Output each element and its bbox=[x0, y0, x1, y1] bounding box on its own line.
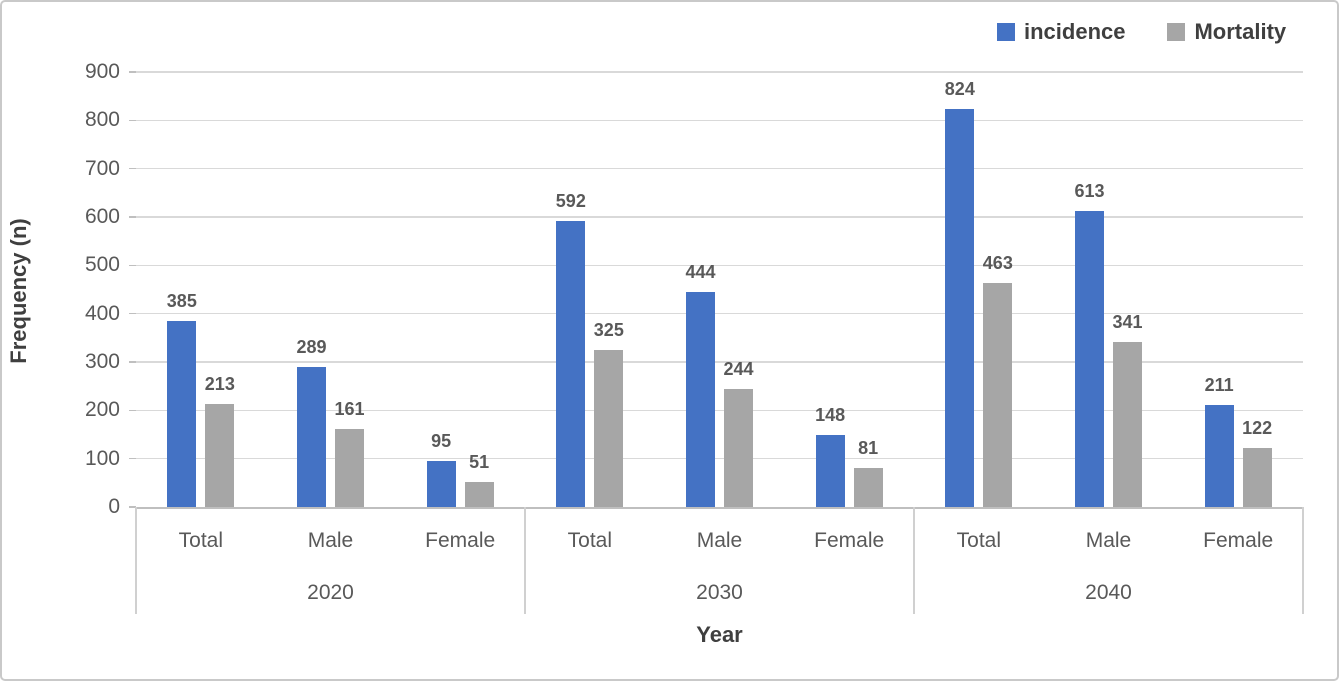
bar-value-label: 51 bbox=[469, 452, 490, 473]
bar-value-label: 289 bbox=[296, 337, 327, 358]
bar-Mortality bbox=[335, 429, 364, 507]
x-axis-category-label: Total bbox=[567, 529, 612, 552]
bar-value-label: 161 bbox=[334, 399, 365, 420]
gridline bbox=[136, 361, 1303, 363]
bar-Mortality bbox=[1242, 448, 1272, 507]
y-axis-tick-label: 700 bbox=[84, 156, 120, 180]
gridline bbox=[136, 167, 1303, 170]
category-axis-separator bbox=[135, 507, 137, 614]
bar-incidence bbox=[945, 108, 975, 507]
legend-item-incidence: incidence bbox=[997, 19, 1125, 45]
x-axis-title: Year bbox=[696, 622, 743, 647]
y-axis-tick bbox=[129, 457, 136, 460]
gridline bbox=[136, 312, 1303, 315]
incidence-swatch-icon bbox=[997, 23, 1015, 41]
y-axis-tick bbox=[129, 312, 136, 315]
bar-value-label: 81 bbox=[858, 437, 879, 458]
category-axis-separator bbox=[1302, 507, 1304, 614]
y-axis-tick-label: 500 bbox=[84, 253, 120, 277]
bar-value-label: 244 bbox=[723, 359, 754, 380]
y-axis-tick bbox=[129, 361, 136, 363]
x-axis-category-label: Male bbox=[1085, 529, 1132, 552]
gridline bbox=[136, 216, 1303, 218]
y-axis-tick bbox=[129, 264, 136, 267]
bar-Mortality bbox=[1113, 342, 1142, 507]
y-axis-tick-label: 900 bbox=[84, 60, 120, 83]
bar-value-label: 122 bbox=[1242, 418, 1273, 439]
legend-label-incidence: incidence bbox=[1024, 19, 1126, 44]
bar-value-label: 824 bbox=[944, 78, 975, 99]
bar-value-label: 341 bbox=[1112, 312, 1143, 333]
x-axis-category-label: Female bbox=[814, 529, 885, 552]
bar-incidence bbox=[1075, 210, 1104, 507]
y-axis-tick bbox=[129, 119, 136, 122]
y-axis-tick-label: 400 bbox=[84, 301, 120, 325]
legend-label-mortality: Mortality bbox=[1194, 19, 1287, 44]
category-axis-separator bbox=[913, 507, 915, 614]
x-axis-category-label: Total bbox=[956, 529, 1001, 552]
x-axis-group-label: 2030 bbox=[696, 581, 743, 604]
y-axis-tick-label: 800 bbox=[84, 108, 120, 132]
y-axis-tick bbox=[129, 506, 136, 508]
bar-incidence bbox=[1204, 405, 1234, 507]
bar-incidence bbox=[815, 435, 845, 507]
gridline bbox=[136, 264, 1303, 267]
bar-incidence bbox=[556, 220, 586, 507]
bar-incidence bbox=[297, 367, 326, 507]
bar-incidence bbox=[426, 461, 456, 507]
y-axis-tick bbox=[129, 167, 136, 170]
bar-value-label: 463 bbox=[982, 253, 1013, 274]
x-axis-category-label: Total bbox=[178, 529, 223, 552]
mortality-swatch-icon bbox=[1167, 23, 1186, 41]
x-axis-category-label: Male bbox=[696, 529, 743, 552]
gridline bbox=[136, 71, 1303, 73]
gridline bbox=[136, 409, 1303, 412]
x-axis-group-label: 2020 bbox=[307, 581, 354, 604]
bar-Mortality bbox=[464, 482, 494, 507]
bar-Mortality bbox=[594, 349, 624, 507]
bar-value-label: 592 bbox=[555, 190, 586, 211]
bar-value-label: 213 bbox=[204, 374, 235, 395]
chart-legend: incidence Mortality bbox=[997, 19, 1286, 45]
bar-value-label: 211 bbox=[1204, 375, 1234, 396]
y-axis-tick-label: 300 bbox=[84, 350, 120, 373]
y-axis-tick-label: 200 bbox=[84, 398, 120, 422]
gridline bbox=[136, 119, 1303, 122]
x-axis-group-label: 2040 bbox=[1085, 581, 1132, 604]
x-axis-category-label: Female bbox=[1203, 529, 1274, 552]
y-axis-tick-label: 100 bbox=[84, 446, 120, 470]
bar-value-label: 325 bbox=[593, 319, 624, 340]
bar-value-label: 385 bbox=[166, 290, 197, 311]
y-axis-tick bbox=[129, 409, 136, 412]
gridline bbox=[136, 457, 1303, 460]
category-axis-separator bbox=[524, 507, 526, 614]
legend-item-mortality: Mortality bbox=[1167, 19, 1286, 45]
bar-Mortality bbox=[853, 467, 883, 507]
bar-Mortality bbox=[983, 283, 1013, 507]
bar-incidence bbox=[686, 292, 715, 507]
y-axis-tick bbox=[129, 216, 136, 218]
x-axis-category-label: Male bbox=[307, 529, 354, 552]
y-axis-tick bbox=[129, 71, 136, 73]
y-axis-tick-label: 600 bbox=[84, 205, 120, 228]
bar-incidence bbox=[167, 320, 197, 507]
bar-value-label: 95 bbox=[431, 431, 452, 452]
bar-value-label: 148 bbox=[815, 405, 846, 426]
bar-value-label: 444 bbox=[685, 262, 716, 283]
bar-Mortality bbox=[724, 389, 753, 507]
y-axis-title: Frequency (n) bbox=[6, 218, 31, 364]
y-axis-tick-label: 0 bbox=[108, 495, 120, 518]
x-axis-category-label: Female bbox=[425, 529, 496, 552]
bar-Mortality bbox=[205, 404, 235, 507]
bar-value-label: 613 bbox=[1074, 180, 1105, 201]
x-axis-line bbox=[136, 507, 1304, 509]
